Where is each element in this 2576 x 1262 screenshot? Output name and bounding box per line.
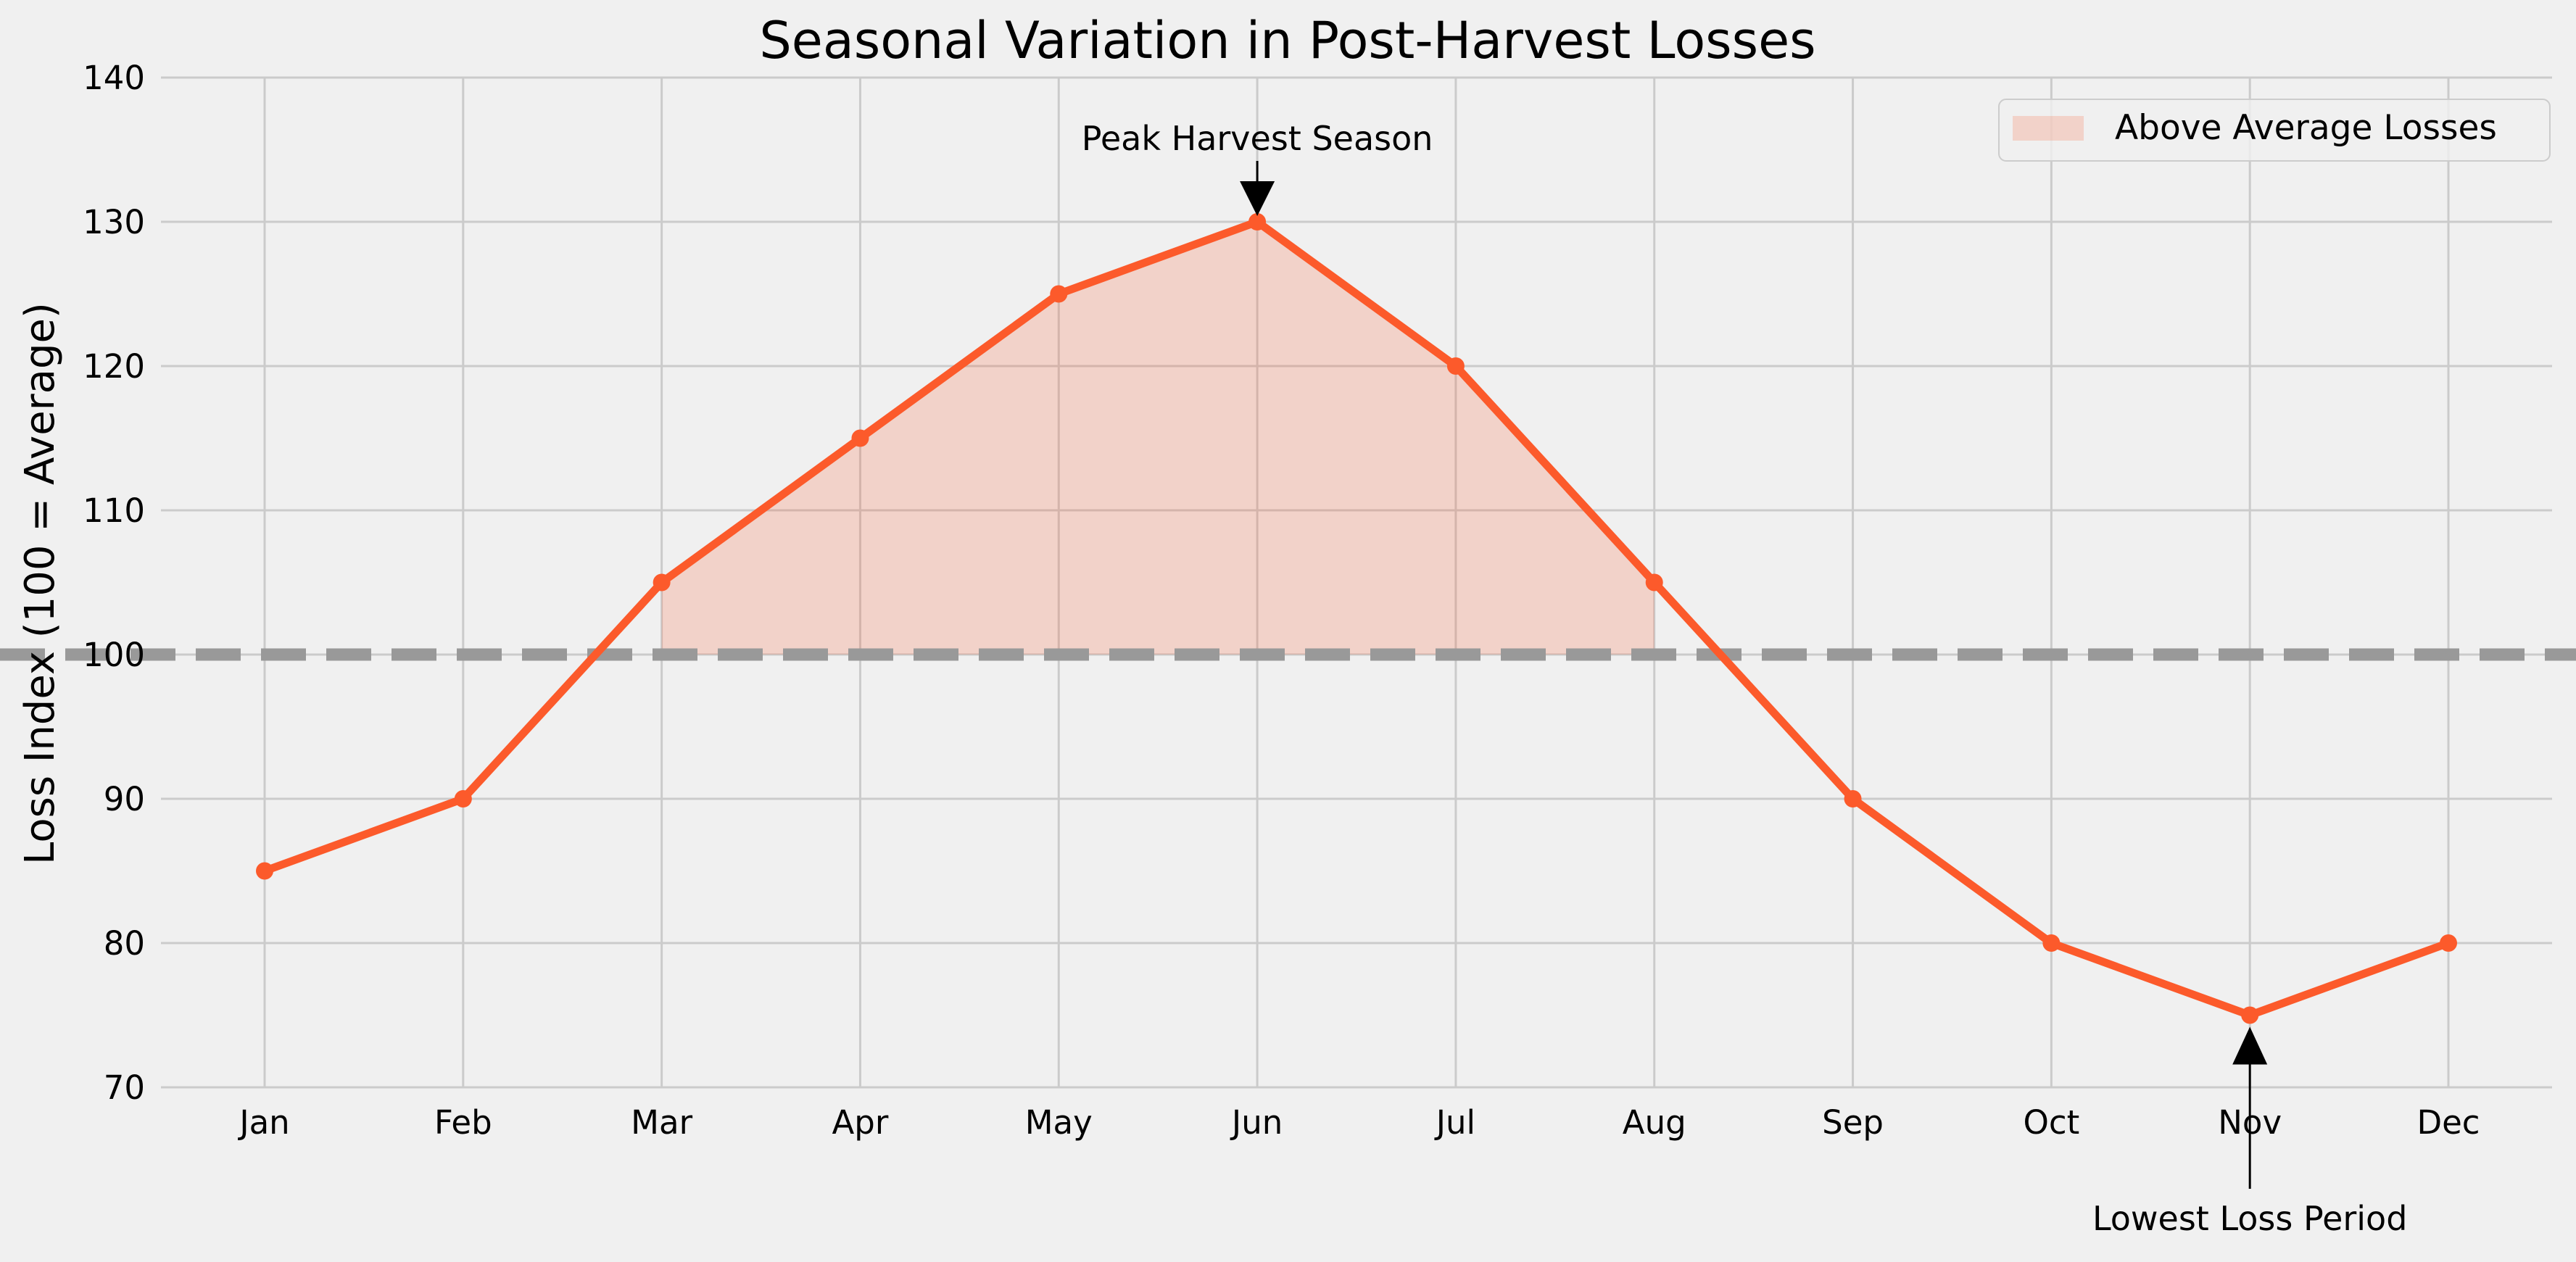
grid xyxy=(161,76,2552,1089)
x-tick-label-dec: Dec xyxy=(2416,1103,2480,1142)
data-point-nov xyxy=(2241,1006,2259,1024)
annotation-arrowhead-lowest-loss-period xyxy=(2232,1026,2268,1065)
legend-frame xyxy=(1998,99,2551,162)
data-point-dec xyxy=(2440,934,2457,952)
x-tick-label-jul: Jul xyxy=(1434,1103,1475,1142)
data-point-mar xyxy=(653,573,671,591)
legend: Above Average Losses xyxy=(1998,99,2551,162)
y-tick-label-120: 120 xyxy=(83,347,145,386)
y-tick-label-90: 90 xyxy=(104,780,145,818)
legend-swatch xyxy=(2013,116,2084,141)
data-point-jul xyxy=(1446,357,1465,375)
x-tick-label-oct: Oct xyxy=(2023,1103,2079,1142)
y-axis-label: Loss Index (100 = Average) xyxy=(17,302,64,865)
data-point-feb xyxy=(454,790,472,808)
data-point-jan xyxy=(256,862,273,880)
series-line xyxy=(260,217,2453,1019)
y-tick-label-140: 140 xyxy=(83,59,145,97)
annotation-lowest-loss-period: Lowest Loss Period xyxy=(2092,1199,2407,1238)
fill-area-above-average-losses xyxy=(661,222,1654,655)
x-tick-label-mar: Mar xyxy=(631,1103,692,1142)
x-tick-label-jun: Jun xyxy=(1230,1103,1283,1142)
y-tick-label-110: 110 xyxy=(83,491,145,530)
data-point-oct xyxy=(2042,934,2061,952)
fill-layer xyxy=(661,222,1654,655)
legend-label-above-average-losses: Above Average Losses xyxy=(2115,108,2497,148)
chart-title: Seasonal Variation in Post-Harvest Losse… xyxy=(759,11,1815,70)
y-tick-label-80: 80 xyxy=(104,924,145,963)
x-tick-label-jan: Jan xyxy=(237,1103,289,1142)
data-point-sep xyxy=(1844,790,1862,808)
data-point-may xyxy=(1050,285,1068,303)
series-layer xyxy=(256,213,2457,1024)
x-tick-label-feb: Feb xyxy=(434,1103,492,1142)
y-tick-label-130: 130 xyxy=(83,203,145,241)
annotation-arrowhead-peak-harvest-season xyxy=(1240,181,1275,216)
y-tick-label-70: 70 xyxy=(104,1068,145,1107)
data-point-aug xyxy=(1645,573,1663,591)
x-tick-label-may: May xyxy=(1025,1103,1093,1142)
data-point-jun xyxy=(1248,213,1267,231)
x-tick-label-aug: Aug xyxy=(1623,1103,1686,1142)
annotation-peak-harvest-season: Peak Harvest Season xyxy=(1082,119,1433,158)
x-tick-label-apr: Apr xyxy=(832,1103,889,1142)
data-point-apr xyxy=(851,429,869,447)
annotations: Peak Harvest Season Lowest Loss Period xyxy=(1082,119,2408,1238)
x-tick-label-sep: Sep xyxy=(1822,1103,1884,1142)
y-tick-label-100: 100 xyxy=(83,636,145,674)
